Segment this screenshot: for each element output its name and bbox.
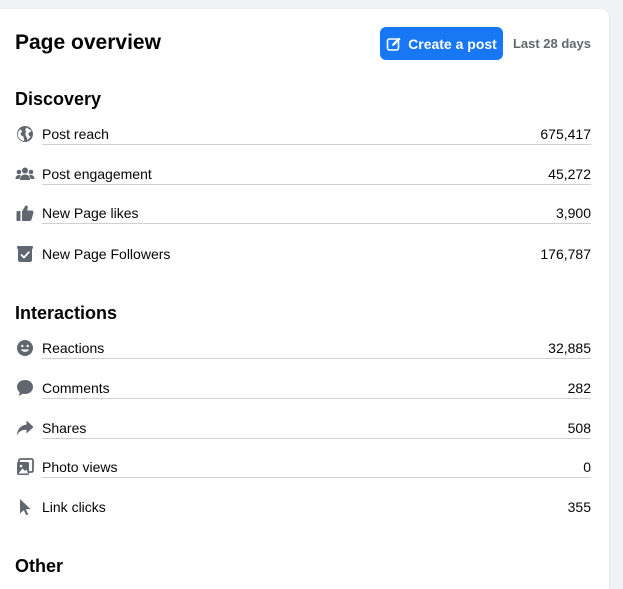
divider xyxy=(42,477,591,478)
share-icon xyxy=(15,418,35,438)
page-title: Page overview xyxy=(15,31,161,54)
edit-icon xyxy=(386,36,402,52)
divider xyxy=(42,398,591,399)
divider xyxy=(42,184,591,185)
metric-value: 45,272 xyxy=(548,166,591,182)
other-section-title: Other xyxy=(15,556,64,576)
metric-value: 3,900 xyxy=(555,205,591,221)
overview-header: Page overview Create a post Last 28 days xyxy=(15,27,591,60)
metric-label: Comments xyxy=(42,380,110,396)
metric-label: Reactions xyxy=(42,340,105,356)
metric-value: 176,787 xyxy=(540,246,591,262)
metric-row-post-reach[interactable]: Post reach 675,417 xyxy=(15,123,591,151)
page-overview-card: Page overview Create a post Last 28 days… xyxy=(0,9,609,589)
metric-label: New Page likes xyxy=(42,205,139,221)
metric-row-post-engagement[interactable]: Post engagement 45,272 xyxy=(15,163,591,191)
metric-value: 282 xyxy=(567,380,591,396)
divider xyxy=(42,144,591,145)
metric-label: Post engagement xyxy=(42,166,152,182)
metric-value: 32,885 xyxy=(548,340,591,356)
interactions-section-title: Interactions xyxy=(15,303,118,323)
globe-icon xyxy=(15,124,35,144)
create-post-button[interactable]: Create a post xyxy=(380,27,503,60)
metric-row-new-page-likes[interactable]: New Page likes 3,900 xyxy=(15,202,591,230)
follow-icon xyxy=(15,244,35,264)
photo-icon xyxy=(15,457,35,477)
divider xyxy=(42,223,591,224)
thumbs-up-icon xyxy=(15,203,35,223)
divider xyxy=(42,438,591,439)
metric-label: Post reach xyxy=(42,126,109,142)
metric-value: 675,417 xyxy=(540,126,591,142)
metric-value: 355 xyxy=(567,499,591,515)
metric-row-link-clicks[interactable]: Link clicks 355 xyxy=(15,496,591,524)
metric-label: New Page Followers xyxy=(42,246,171,262)
metric-row-new-page-followers[interactable]: New Page Followers 176,787 xyxy=(15,243,591,271)
people-icon xyxy=(15,164,35,184)
metric-row-shares[interactable]: Shares 508 xyxy=(15,417,591,445)
metric-row-comments[interactable]: Comments 282 xyxy=(15,377,591,405)
discovery-section-title: Discovery xyxy=(15,89,102,109)
smiley-icon xyxy=(15,338,35,358)
metric-label: Photo views xyxy=(42,459,118,475)
comment-icon xyxy=(15,378,35,398)
metric-value: 0 xyxy=(583,459,591,475)
create-post-label: Create a post xyxy=(408,35,497,52)
metric-row-photo-views[interactable]: Photo views 0 xyxy=(15,456,591,484)
metric-label: Shares xyxy=(42,420,87,436)
metric-value: 508 xyxy=(567,420,591,436)
cursor-icon xyxy=(15,497,35,517)
metric-label: Link clicks xyxy=(42,499,106,515)
metric-row-reactions[interactable]: Reactions 32,885 xyxy=(15,337,591,365)
date-range-label[interactable]: Last 28 days xyxy=(512,36,591,51)
divider xyxy=(42,358,591,359)
